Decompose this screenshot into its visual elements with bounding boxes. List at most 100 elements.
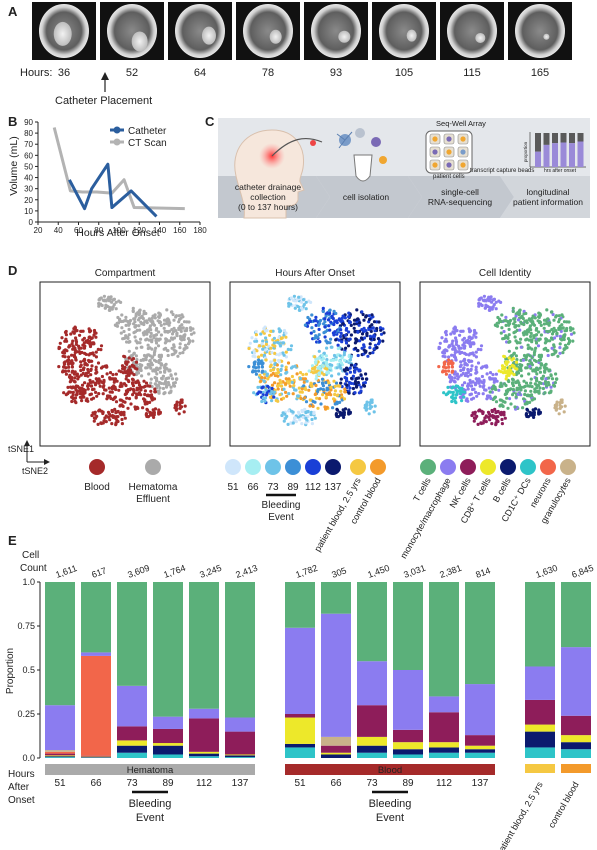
tsne-point <box>282 387 286 391</box>
tsne-point <box>532 358 537 362</box>
tsne-point <box>520 374 524 378</box>
tsne-point <box>511 357 516 361</box>
tsne-point <box>298 371 303 375</box>
bar-segment <box>189 708 219 719</box>
tsne-point <box>260 399 264 404</box>
tsne-point <box>108 390 112 394</box>
tsne-point <box>462 336 466 340</box>
bar-segment <box>45 755 75 757</box>
tsne-point <box>321 364 325 368</box>
tsne-point <box>247 365 251 369</box>
tsne-point <box>131 309 135 314</box>
tsne-point <box>504 392 508 396</box>
tsne-point <box>325 358 329 362</box>
tsne-point <box>128 340 132 344</box>
tsne-point <box>264 336 268 340</box>
tsne-point <box>298 390 302 394</box>
tsne-point <box>314 383 318 388</box>
tsne-point <box>447 361 451 365</box>
tsne-point <box>474 416 478 420</box>
hematoma-spot-icon <box>475 32 486 43</box>
tsne-point <box>82 336 86 340</box>
tsne-point <box>280 413 284 418</box>
cell-swatch-2 <box>460 459 476 475</box>
tsne-point <box>130 371 134 375</box>
bar-segment <box>45 756 75 758</box>
tsne-point <box>280 336 284 340</box>
tsne-point <box>341 408 345 412</box>
bar-segment <box>285 747 315 758</box>
tsne-point <box>372 410 376 414</box>
tsne-point <box>174 314 179 318</box>
tsne-point <box>168 368 172 372</box>
cell-count-label: 3,031 <box>402 563 427 580</box>
tsne-point <box>517 381 521 385</box>
bar-segment <box>525 724 555 732</box>
tsne-point <box>547 376 551 380</box>
tsne-point <box>261 344 265 348</box>
tsne-point <box>254 329 258 334</box>
tsne-point <box>114 387 118 392</box>
tsne-point <box>533 387 537 391</box>
cell-count-label-1: Cell <box>22 550 39 561</box>
tsne-point <box>173 381 177 385</box>
tsne-point <box>528 400 532 404</box>
tsne-point <box>483 416 487 420</box>
tsne-point <box>119 331 123 335</box>
x-tick-label: 120 <box>133 226 147 235</box>
tsne-point <box>130 381 135 385</box>
tsne-point <box>358 321 362 325</box>
tsne-point <box>343 316 347 320</box>
tsne-point <box>347 391 351 395</box>
tsne-point <box>272 390 277 394</box>
tsne-point <box>563 343 568 347</box>
tsne-point <box>151 314 155 318</box>
tsne-point <box>155 326 159 331</box>
tsne-point <box>515 346 519 350</box>
tsne-point <box>513 335 517 339</box>
tsne-point <box>169 373 173 377</box>
tsne-point <box>333 384 337 388</box>
tsne-points-2 <box>437 294 576 427</box>
tsne-point <box>162 326 166 330</box>
tsne-point <box>338 364 342 368</box>
bar-segment <box>225 717 255 732</box>
tsne-point <box>274 398 278 403</box>
tsne-point <box>128 318 133 323</box>
tsne-point <box>309 381 313 385</box>
tsne-point <box>503 355 507 359</box>
tsne-point <box>96 347 100 351</box>
tsne-point <box>322 373 326 377</box>
tsne-point <box>286 347 290 351</box>
cell-swatch-3 <box>480 459 496 475</box>
tsne-point <box>554 377 559 381</box>
tsne-point <box>170 332 175 336</box>
tsne-point <box>262 327 266 331</box>
tsne-point <box>381 339 385 343</box>
tsne-point <box>558 342 562 346</box>
tsne-point <box>371 351 375 355</box>
tsne-point <box>375 346 379 350</box>
cell-count-label: 2,413 <box>234 563 259 580</box>
tsne-point <box>273 344 277 348</box>
tsne-point <box>100 380 104 384</box>
sample-tube-icon <box>353 154 373 182</box>
tsne-point <box>279 373 283 377</box>
tsne-point <box>70 375 74 380</box>
tsne-point <box>145 407 149 411</box>
tsne-point <box>304 416 308 420</box>
tsne-point <box>131 387 135 392</box>
tsne-point <box>146 415 150 419</box>
tsne-point <box>489 306 494 310</box>
head-silhouette-icon <box>234 129 305 219</box>
tsne-point <box>558 334 563 338</box>
tsne-point <box>86 374 90 378</box>
y-tick-label: 50 <box>24 162 33 171</box>
tsne-point <box>310 417 314 422</box>
tsne-point <box>261 396 265 400</box>
well-cell <box>432 136 438 142</box>
tsne-point <box>127 349 131 353</box>
tsne-point <box>171 312 175 317</box>
tsne-point <box>550 310 554 314</box>
tsne-point <box>523 389 528 393</box>
